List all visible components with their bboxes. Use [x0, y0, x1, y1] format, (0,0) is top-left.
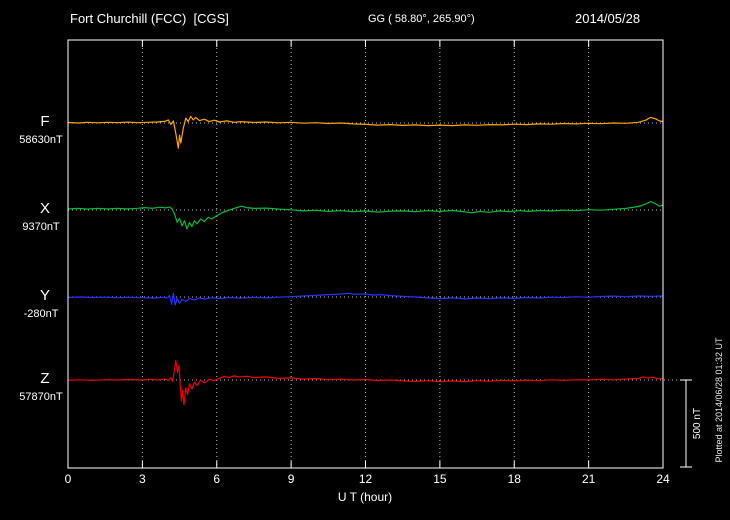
trace-name-z: Z: [40, 370, 49, 387]
trace-value-y: -280nT: [24, 308, 59, 320]
trace-value-f: 58630nT: [19, 134, 63, 146]
x-tick-label: 6: [213, 472, 220, 486]
trace-labels: F 58630nT X 9370nT Y -280nT Z 57870nT: [19, 113, 63, 403]
baselines: [68, 122, 686, 381]
x-tick-label: 0: [65, 472, 72, 486]
trace-name-f: F: [40, 113, 49, 130]
trace-name-y: Y: [40, 287, 50, 304]
x-tick-label: 21: [582, 472, 596, 486]
gg-coordinates: GG ( 58.80°, 265.90°): [368, 13, 475, 25]
station-title: Fort Churchill (FCC) [CGS]: [70, 11, 229, 26]
x-axis: 0 3 6 9 12 15 18 21 24: [65, 40, 670, 486]
x-axis-label: U T (hour): [338, 490, 392, 504]
plotted-at-note: Plotted at 2014/06/28 01:32 UT: [714, 337, 724, 463]
trace-z: [67, 359, 664, 406]
x-tick-label: 3: [139, 472, 146, 486]
traces: [67, 115, 664, 406]
x-tick-label: 18: [508, 472, 522, 486]
x-tick-label: 12: [359, 472, 373, 486]
trace-y: [67, 292, 664, 306]
plot-date: 2014/05/28: [575, 11, 640, 26]
trace-x: [67, 201, 664, 230]
x-tick-label: 24: [656, 472, 670, 486]
x-tick-label: 15: [433, 472, 447, 486]
scale-bar: 500 nT: [680, 379, 703, 468]
x-tick-label: 9: [288, 472, 295, 486]
trace-value-z: 57870nT: [19, 391, 63, 403]
trace-value-x: 9370nT: [22, 221, 60, 233]
gridlines: [141, 40, 590, 468]
trace-f: [67, 115, 664, 149]
trace-name-x: X: [40, 200, 50, 217]
scale-bar-label: 500 nT: [692, 408, 703, 439]
